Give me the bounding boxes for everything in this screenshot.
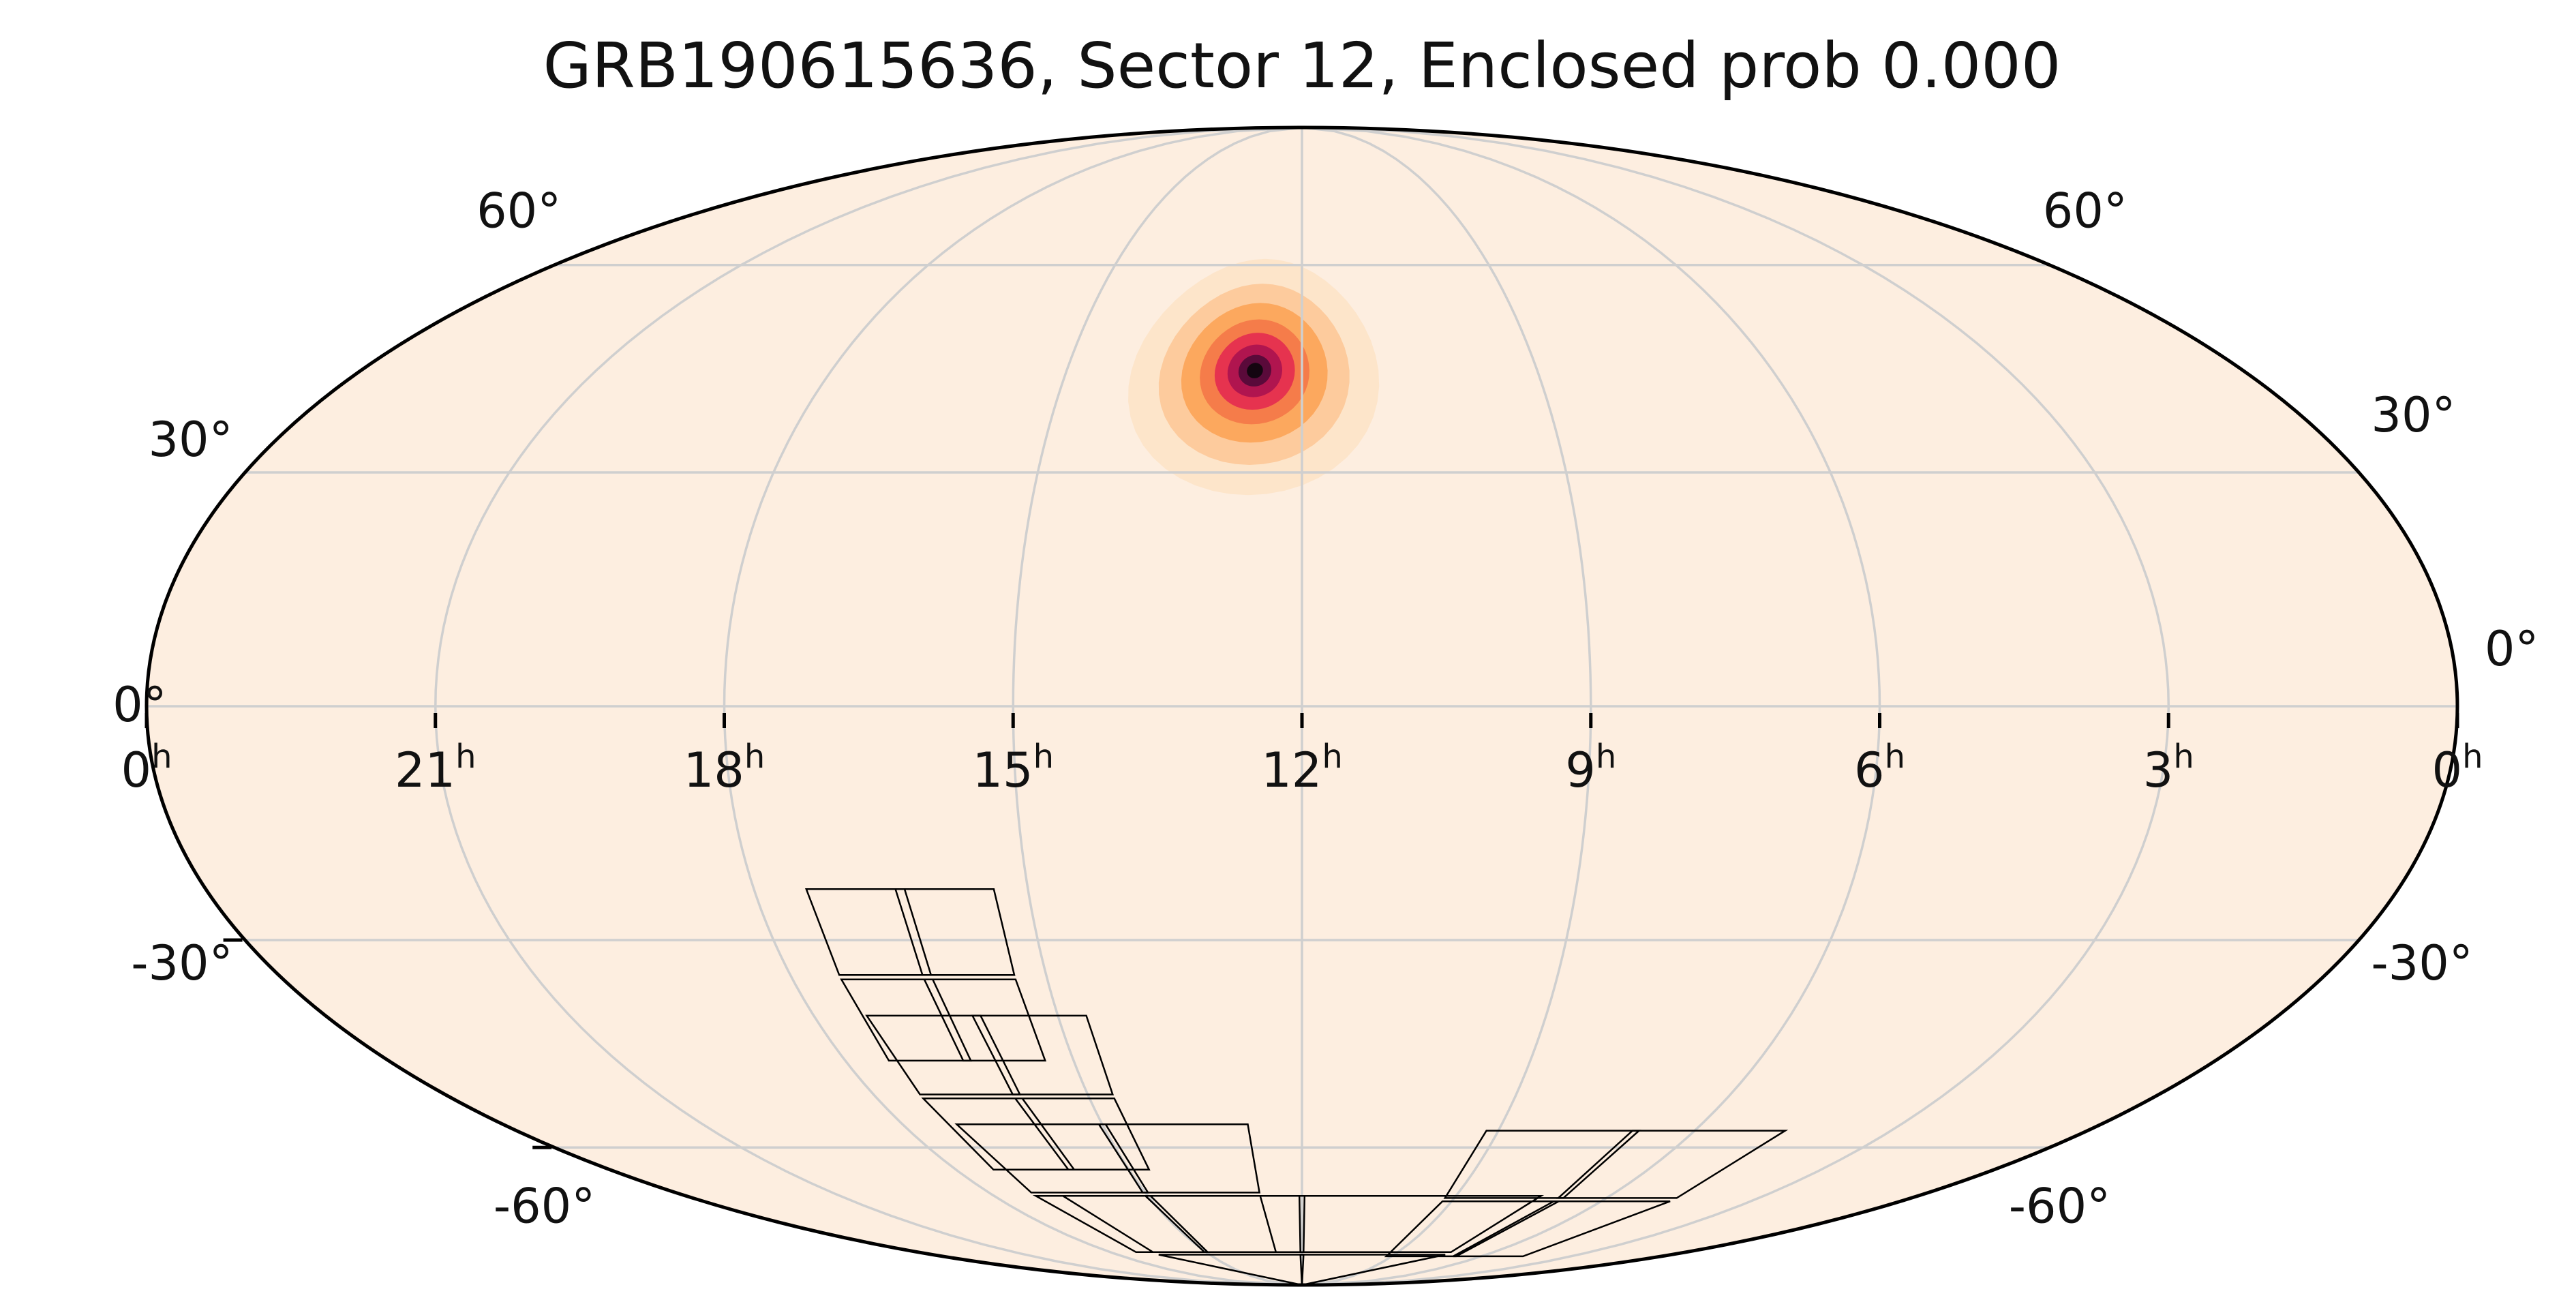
ccd-footprint bbox=[1453, 1200, 1671, 1258]
dec-tick-label-right: -30° bbox=[2371, 935, 2472, 991]
ccd-footprint bbox=[1299, 1254, 1446, 1285]
coordinate-grid bbox=[147, 127, 2457, 1285]
ra-tick-label: 0h bbox=[121, 738, 172, 798]
ra-gridline bbox=[1301, 127, 1592, 1285]
dec-tick-label-right: -60° bbox=[2009, 1178, 2110, 1234]
ccd-footprint bbox=[971, 1014, 1115, 1095]
ccd-footprint bbox=[894, 888, 1016, 976]
dec-tick-label-right: 60° bbox=[2043, 183, 2127, 239]
ra-gridline bbox=[1012, 127, 1303, 1285]
ra-tick-label: 9h bbox=[1565, 738, 1616, 798]
dec-tick-label-left: 0° bbox=[112, 677, 167, 733]
ccd-footprint bbox=[1158, 1254, 1305, 1285]
dec-tick-label-left: -60° bbox=[494, 1178, 595, 1234]
ra-gridline bbox=[723, 127, 1303, 1285]
ra-tick-label: 18h bbox=[684, 738, 766, 798]
ccd-footprint bbox=[1556, 1130, 1789, 1199]
ra-tick-label: 15h bbox=[973, 738, 1055, 798]
ccd-footprint bbox=[922, 978, 1047, 1062]
ra-tick-label: 21h bbox=[395, 738, 476, 798]
ra-gridline bbox=[434, 127, 1303, 1285]
sky-boundary bbox=[145, 125, 2459, 1287]
ra-tick-label: 6h bbox=[1854, 738, 1905, 798]
dec-tick-label-right: 30° bbox=[2371, 387, 2455, 443]
axis-ticks: 0h 21h 18h 15h 12h 9h 6h 3h 0h 60° 60° 30° 30° 0° 0° -3… bbox=[112, 183, 2539, 1235]
ra-tick-label: 0h bbox=[2432, 738, 2483, 798]
dec-tick-label-left: 30° bbox=[149, 412, 233, 468]
probability-contour bbox=[1247, 363, 1263, 378]
dec-tick-label-right: 0° bbox=[2485, 621, 2539, 677]
ra-tick-label: 3h bbox=[2143, 738, 2194, 798]
ccd-footprint bbox=[1097, 1123, 1261, 1194]
dec-tick-label-left: 60° bbox=[476, 183, 561, 239]
ccd-footprint bbox=[1013, 1098, 1151, 1171]
chart-title: GRB190615636, Sector 12, Enclosed prob 0… bbox=[543, 29, 2061, 102]
ra-gridline bbox=[1301, 127, 2170, 1285]
sector-footprint bbox=[804, 888, 1789, 1285]
ra-tick-label: 12h bbox=[1261, 738, 1343, 798]
ra-gridline bbox=[1301, 127, 1881, 1285]
ccd-footprint bbox=[1298, 1194, 1545, 1254]
dec-tick-label-left: -30° bbox=[131, 935, 232, 991]
